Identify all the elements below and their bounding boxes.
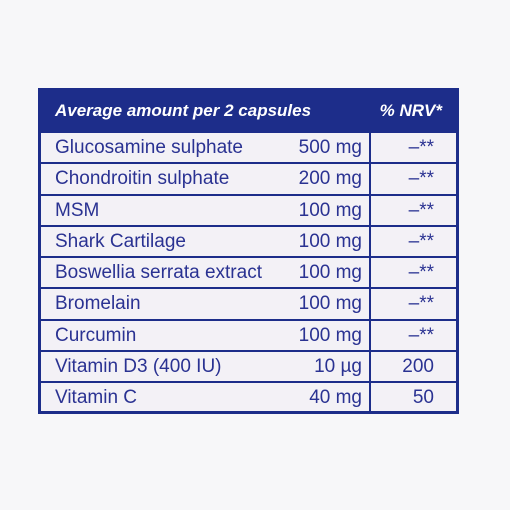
nutrient-nrv: –** bbox=[408, 262, 434, 284]
table-row: Bromelain 100 mg –** bbox=[41, 287, 456, 318]
nutrient-name: Curcumin bbox=[55, 324, 137, 346]
nutrient-nrv: –** bbox=[408, 168, 434, 190]
nutrient-nrv: 50 bbox=[412, 387, 434, 409]
nutrient-nrv: –** bbox=[408, 137, 434, 158]
nutrient-name: Vitamin D3 (400 IU) bbox=[55, 356, 222, 378]
nutrient-amount: 100 mg bbox=[298, 293, 362, 315]
nutrient-amount: 100 mg bbox=[298, 230, 362, 252]
nutrient-nrv: –** bbox=[408, 293, 434, 315]
header-amount-label: Average amount per 2 capsules bbox=[55, 101, 312, 120]
nutrient-amount: 100 mg bbox=[298, 262, 362, 284]
nutrient-amount: 500 mg bbox=[298, 137, 362, 158]
nutrient-name: Glucosamine sulphate bbox=[55, 137, 243, 158]
table-row: Vitamin D3 (400 IU) 10 µg 200 bbox=[41, 350, 456, 381]
nutrition-table: Average amount per 2 capsules % NRV* Glu… bbox=[38, 88, 459, 414]
nutrient-name: Shark Cartilage bbox=[55, 230, 186, 252]
table-row: Shark Cartilage 100 mg –** bbox=[41, 224, 456, 256]
nutrient-amount: 200 mg bbox=[298, 168, 362, 190]
nutrient-name: Chondroitin sulphate bbox=[55, 168, 230, 190]
nutrient-nrv: 200 bbox=[402, 356, 434, 378]
nutrient-name: MSM bbox=[55, 199, 100, 221]
nutrient-amount: 10 µg bbox=[314, 356, 362, 378]
table-row: Glucosamine sulphate 500 mg –** bbox=[41, 131, 456, 162]
header-nrv-label: % NRV* bbox=[379, 101, 442, 120]
nutrient-amount: 100 mg bbox=[298, 199, 362, 221]
nutrient-nrv: –** bbox=[408, 324, 434, 346]
nutrient-amount: 40 mg bbox=[309, 387, 362, 409]
nutrient-amount: 100 mg bbox=[298, 324, 362, 346]
nutrient-name: Bromelain bbox=[55, 293, 141, 315]
table-header: Average amount per 2 capsules % NRV* bbox=[41, 91, 456, 131]
table-row: Boswellia serrata extract 100 mg –** bbox=[41, 256, 456, 287]
table-row: Vitamin C 40 mg 50 bbox=[41, 381, 456, 411]
nutrient-name: Vitamin C bbox=[55, 387, 138, 409]
nutrient-nrv: –** bbox=[408, 230, 434, 252]
nutrient-nrv: –** bbox=[408, 199, 434, 221]
table-row: MSM 100 mg –** bbox=[41, 193, 456, 225]
table-row: Curcumin 100 mg –** bbox=[41, 318, 456, 350]
table-row: Chondroitin sulphate 200 mg –** bbox=[41, 162, 456, 193]
column-divider bbox=[369, 131, 371, 411]
nutrient-name: Boswellia serrata extract bbox=[55, 262, 262, 284]
